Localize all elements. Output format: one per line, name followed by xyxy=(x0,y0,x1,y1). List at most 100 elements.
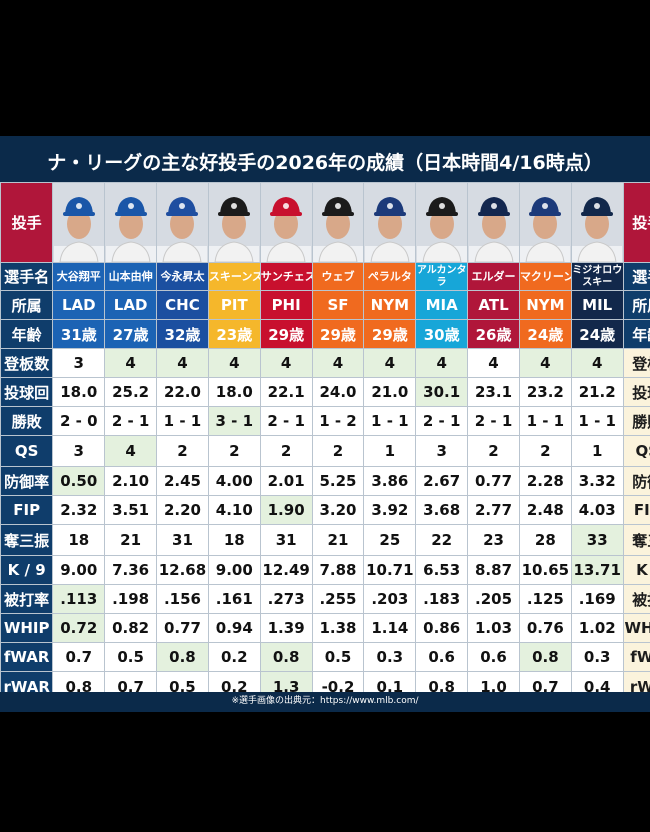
stat-value: 1.38 xyxy=(311,613,365,643)
stat-value: 0.77 xyxy=(156,613,209,643)
stat-value: 23.1 xyxy=(467,377,520,407)
player-age: 30歳 xyxy=(415,319,469,349)
player-photo xyxy=(207,182,261,263)
stat-value: 9.00 xyxy=(52,555,106,585)
stat-value: 0.8 xyxy=(156,642,209,672)
stat-value: 1 - 1 xyxy=(156,406,209,436)
stat-value: .255 xyxy=(311,584,365,614)
player-photo xyxy=(259,182,313,263)
stat-value: 6.53 xyxy=(415,555,469,585)
player-name: ウェブ xyxy=(311,262,365,291)
stat-value: 1 xyxy=(570,435,624,467)
stat-value: 2 xyxy=(311,435,365,467)
stat-label-repeat: K / xyxy=(622,555,650,585)
stat-label-repeat: QS xyxy=(622,435,650,467)
player-headshot-icon xyxy=(313,196,363,262)
player-headshot-icon xyxy=(157,196,208,262)
player-name: サンチェス xyxy=(259,262,313,291)
stats-table: 投手 投手選手名大谷翔平山本由伸今永昇太スキーンズサンチェスウェブペラルタアルカン… xyxy=(0,182,650,702)
stat-value: 0.3 xyxy=(570,642,624,672)
player-team: CHC xyxy=(156,290,209,320)
player-team: PIT xyxy=(207,290,261,320)
player-age: 29歳 xyxy=(363,319,417,349)
stat-label: 奪三振 xyxy=(0,524,54,556)
player-name: エルダー xyxy=(467,262,520,291)
stat-value: .169 xyxy=(570,584,624,614)
stat-label: 登板数 xyxy=(0,348,54,378)
player-headshot-icon xyxy=(105,196,156,262)
stat-label: FIP xyxy=(0,495,54,525)
stat-value: 1.90 xyxy=(259,495,313,525)
player-team: NYM xyxy=(518,290,572,320)
stat-value: 3.32 xyxy=(570,466,624,496)
player-team: LAD xyxy=(104,290,158,320)
player-photo xyxy=(570,182,624,263)
player-age: 32歳 xyxy=(156,319,209,349)
stat-value: 0.8 xyxy=(259,642,313,672)
stat-value: 2 - 1 xyxy=(415,406,469,436)
stat-value: 10.71 xyxy=(363,555,417,585)
player-photo xyxy=(52,182,106,263)
stat-value: 21.0 xyxy=(363,377,417,407)
player-age: 26歳 xyxy=(467,319,520,349)
stat-label: WHIP xyxy=(0,613,54,643)
player-headshot-icon xyxy=(261,196,312,262)
row-label-name: 選手名 xyxy=(0,262,54,291)
player-age: 24歳 xyxy=(570,319,624,349)
row-label-age-repeat: 年齢 xyxy=(622,319,650,349)
stat-value: 30.1 xyxy=(415,377,469,407)
stat-value: 22 xyxy=(415,524,469,556)
stat-value: 1.02 xyxy=(570,613,624,643)
stat-value: 2 - 0 xyxy=(52,406,106,436)
stat-value: 0.6 xyxy=(467,642,520,672)
player-photo xyxy=(311,182,365,263)
player-headshot-icon xyxy=(416,196,467,262)
stat-value: 2.45 xyxy=(156,466,209,496)
stat-value: 28 xyxy=(518,524,572,556)
player-team: NYM xyxy=(363,290,417,320)
stat-value: 21 xyxy=(311,524,365,556)
stat-value: 0.77 xyxy=(467,466,520,496)
player-age: 24歳 xyxy=(518,319,572,349)
stat-value: 31 xyxy=(156,524,209,556)
player-photo xyxy=(415,182,469,263)
stat-value: 31 xyxy=(259,524,313,556)
stat-value: 24.0 xyxy=(311,377,365,407)
stat-label-repeat: 防御 xyxy=(622,466,650,496)
stat-value: 1 - 1 xyxy=(570,406,624,436)
stat-value: 5.25 xyxy=(311,466,365,496)
stat-value: 4 xyxy=(156,348,209,378)
stat-value: 25 xyxy=(363,524,417,556)
stat-value: 0.6 xyxy=(415,642,469,672)
player-name: ペラルタ xyxy=(363,262,417,291)
stat-value: 4 xyxy=(415,348,469,378)
stat-value: 3 xyxy=(415,435,469,467)
stat-label-repeat: 登板 xyxy=(622,348,650,378)
stat-value: 0.76 xyxy=(518,613,572,643)
stat-value: 7.36 xyxy=(104,555,158,585)
stat-value: 4.03 xyxy=(570,495,624,525)
player-age: 27歳 xyxy=(104,319,158,349)
player-age: 23歳 xyxy=(207,319,261,349)
player-name: 大谷翔平 xyxy=(52,262,106,291)
player-photo xyxy=(104,182,158,263)
stat-value: 1.14 xyxy=(363,613,417,643)
stat-value: 2 xyxy=(518,435,572,467)
stat-value: 1.39 xyxy=(259,613,313,643)
player-photo xyxy=(156,182,209,263)
stat-value: 18 xyxy=(52,524,106,556)
stat-label: fWAR xyxy=(0,642,54,672)
player-team: MIL xyxy=(570,290,624,320)
player-photo xyxy=(363,182,417,263)
stat-label-repeat: WHIP xyxy=(622,613,650,643)
stat-value: 1 - 1 xyxy=(518,406,572,436)
stat-value: .183 xyxy=(415,584,469,614)
player-team: SF xyxy=(311,290,365,320)
stat-label: K / 9 xyxy=(0,555,54,585)
stat-value: 25.2 xyxy=(104,377,158,407)
stat-value: 0.5 xyxy=(104,642,158,672)
player-headshot-icon xyxy=(209,196,260,262)
stat-value: 2.32 xyxy=(52,495,106,525)
stat-label: 勝敗 xyxy=(0,406,54,436)
player-age: 29歳 xyxy=(311,319,365,349)
